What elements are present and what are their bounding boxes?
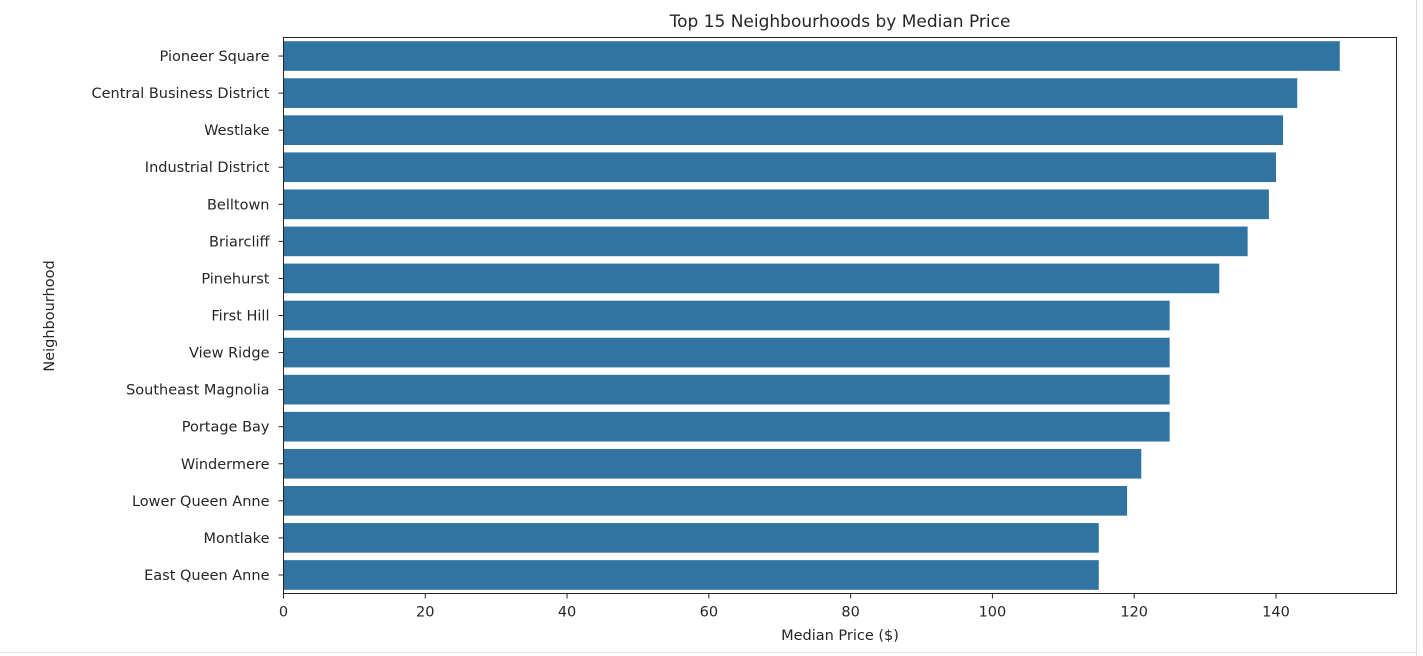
y-axis-ticks: Pioneer Square Central Business District W… bbox=[91, 49, 284, 584]
x-tick-label: 100 bbox=[979, 605, 1007, 621]
bar bbox=[283, 448, 1142, 479]
bar bbox=[283, 263, 1220, 294]
window-frame-bottom-edge bbox=[0, 652, 1417, 653]
x-tick-label: 80 bbox=[841, 605, 859, 621]
bar bbox=[283, 486, 1128, 516]
bar bbox=[283, 115, 1284, 145]
bar bbox=[283, 226, 1248, 257]
y-tick-label: Pioneer Square bbox=[160, 49, 270, 65]
y-tick-label: Briarcliff bbox=[209, 234, 270, 250]
y-axis-label: Neighbourhood bbox=[42, 260, 58, 371]
bars-group bbox=[283, 41, 1340, 590]
y-tick-label: East Queen Anne bbox=[144, 568, 269, 584]
bar bbox=[283, 374, 1170, 405]
x-axis-label: Median Price ($) bbox=[781, 628, 899, 644]
y-tick-label: Central Business District bbox=[91, 86, 269, 102]
x-tick-label: 140 bbox=[1262, 605, 1290, 621]
plot-area-frame bbox=[283, 37, 1397, 594]
bar bbox=[283, 523, 1099, 553]
x-tick-label: 60 bbox=[700, 605, 718, 621]
bar bbox=[283, 411, 1170, 442]
x-tick-label: 120 bbox=[1120, 605, 1148, 621]
y-tick-label: Belltown bbox=[207, 197, 270, 213]
bar bbox=[283, 189, 1269, 220]
x-axis-ticks: 0 20 40 60 80 100 120 140 bbox=[279, 593, 1290, 621]
y-tick-label: Pinehurst bbox=[201, 271, 269, 287]
y-tick-label: Windermere bbox=[181, 457, 270, 473]
chart-title: Top 15 Neighbourhoods by Median Price bbox=[669, 12, 1011, 32]
y-tick-label: Montlake bbox=[204, 531, 270, 547]
bar bbox=[283, 78, 1298, 108]
y-tick-label: First Hill bbox=[211, 309, 269, 325]
x-tick-label: 20 bbox=[416, 605, 434, 621]
bar bbox=[283, 560, 1099, 590]
x-tick-label: 0 bbox=[279, 605, 288, 621]
bar bbox=[283, 337, 1170, 368]
bar bbox=[283, 152, 1276, 183]
bar bbox=[283, 300, 1170, 331]
x-tick-label: 40 bbox=[558, 605, 576, 621]
y-tick-label: Portage Bay bbox=[182, 420, 270, 436]
bar bbox=[283, 41, 1340, 71]
y-tick-label: Southeast Magnolia bbox=[126, 383, 269, 399]
y-tick-label: Westlake bbox=[204, 123, 269, 139]
window-frame-right-edge bbox=[1416, 0, 1417, 656]
y-tick-label: Industrial District bbox=[145, 160, 270, 176]
y-tick-label: View Ridge bbox=[189, 346, 270, 362]
y-tick-label: Lower Queen Anne bbox=[132, 494, 270, 510]
